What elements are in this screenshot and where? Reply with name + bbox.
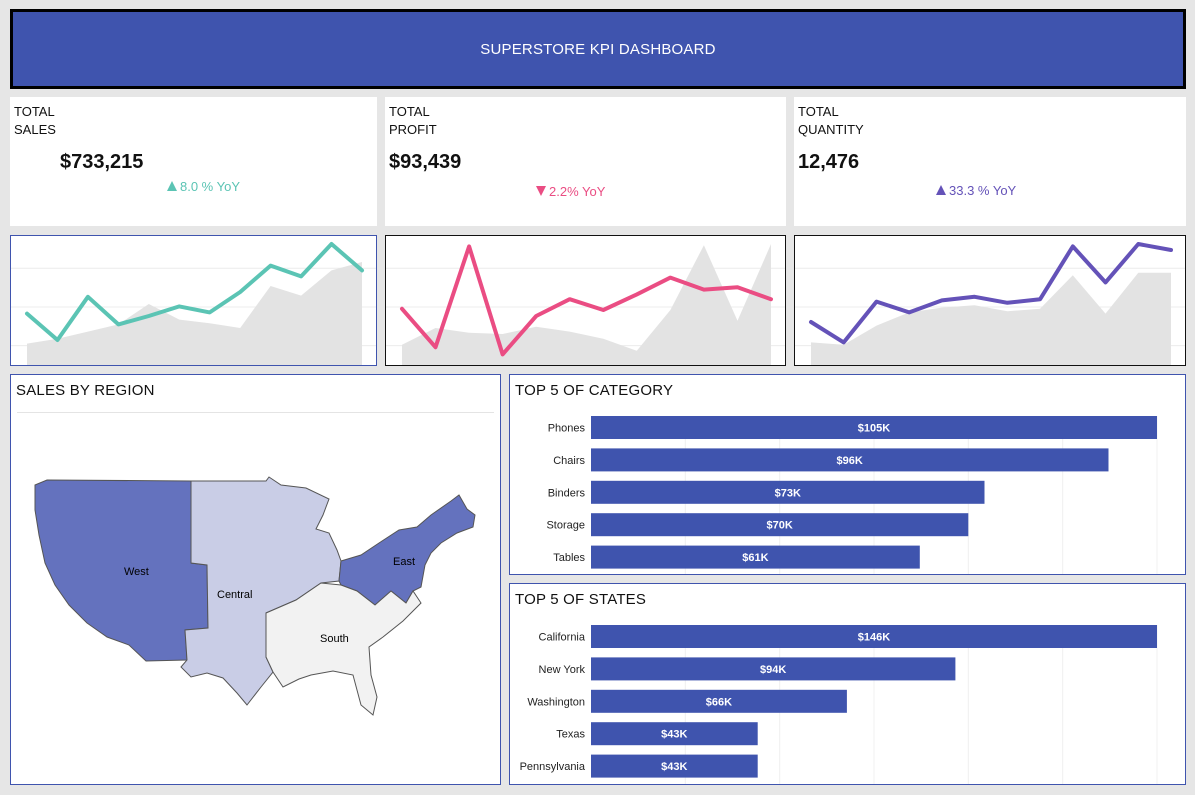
region-label-central: Central bbox=[217, 589, 252, 601]
divider bbox=[17, 412, 494, 413]
kpi-value: $733,215 bbox=[60, 151, 144, 173]
kpi-label: TOTAL PROFIT bbox=[389, 104, 437, 137]
kpi-card-sales[interactable]: TOTAL SALES $733,215 8.0 % YoY bbox=[10, 97, 377, 226]
bar-value-label: $61K bbox=[742, 552, 768, 564]
us-region-map[interactable]: West Central East South bbox=[11, 375, 500, 784]
quantity-sparkline-chart bbox=[795, 242, 1185, 365]
bar-value-label: $96K bbox=[837, 455, 863, 467]
bar-category-label: Pennsylvania bbox=[520, 761, 586, 773]
panel-title: TOP 5 OF CATEGORY bbox=[515, 382, 674, 399]
kpi-card-quantity[interactable]: TOTAL QUANTITY 12,476 33.3 % YoY bbox=[794, 97, 1186, 226]
bar-category-label: Washington bbox=[527, 696, 585, 708]
profit-sparkline[interactable] bbox=[385, 235, 786, 366]
kpi-label: TOTAL QUANTITY bbox=[798, 104, 864, 137]
region-label-south: South bbox=[320, 633, 349, 645]
bar[interactable] bbox=[591, 480, 985, 504]
triangle-down-icon bbox=[536, 186, 546, 196]
top5-category-chart: Phones $105K Chairs $96K Binders $73K Storage $… bbox=[546, 416, 1158, 574]
kpi-yoy: 2.2% YoY bbox=[536, 184, 605, 199]
bar-value-label: $105K bbox=[858, 423, 890, 435]
bar[interactable] bbox=[591, 448, 1109, 472]
top5-category-panel: TOP 5 OF CATEGORY Phones $105K Chairs $96K B… bbox=[509, 374, 1186, 575]
region-label-east: East bbox=[393, 556, 415, 568]
bar[interactable] bbox=[591, 416, 1157, 439]
kpi-value: $93,439 bbox=[389, 151, 462, 173]
bar[interactable] bbox=[591, 513, 969, 537]
bar[interactable] bbox=[591, 689, 847, 713]
bar-value-label: $94K bbox=[760, 664, 786, 676]
region-west[interactable] bbox=[34, 479, 209, 662]
triangle-up-icon bbox=[936, 185, 946, 195]
triangle-up-icon bbox=[167, 181, 177, 191]
bar-category-label: Tables bbox=[553, 552, 585, 564]
bar-value-label: $70K bbox=[767, 520, 793, 532]
sales-by-region-panel: SALES BY REGION West Central East South bbox=[10, 374, 501, 785]
kpi-label: TOTAL SALES bbox=[14, 104, 56, 137]
bar-value-label: $66K bbox=[706, 696, 732, 708]
sales-sparkline[interactable] bbox=[10, 235, 377, 366]
profit-sparkline-chart bbox=[386, 244, 785, 365]
panel-title: SALES BY REGION bbox=[16, 382, 155, 399]
region-label-west: West bbox=[124, 566, 149, 578]
bar-category-label: Storage bbox=[546, 520, 585, 532]
bar-category-label: New York bbox=[539, 664, 586, 676]
top5-states-panel: TOP 5 OF STATES California $146K New York $… bbox=[509, 583, 1186, 785]
region-south[interactable] bbox=[265, 582, 422, 716]
kpi-yoy: 8.0 % YoY bbox=[167, 179, 240, 194]
top5-states-chart: California $146K New York $94K Washington $66… bbox=[520, 625, 1158, 784]
bar[interactable] bbox=[591, 625, 1157, 648]
kpi-value: 12,476 bbox=[798, 151, 860, 173]
quantity-sparkline[interactable] bbox=[794, 235, 1186, 366]
bar-category-label: Texas bbox=[556, 729, 585, 741]
bar[interactable] bbox=[591, 722, 758, 746]
dashboard-title: SUPERSTORE KPI DASHBOARD bbox=[480, 40, 716, 58]
quantity-line bbox=[809, 242, 1173, 345]
sales-sparkline-chart bbox=[11, 242, 376, 365]
bar-category-label: Chairs bbox=[553, 455, 585, 467]
bar-value-label: $43K bbox=[661, 761, 687, 773]
bar-value-label: $43K bbox=[661, 729, 687, 741]
bar-category-label: Binders bbox=[548, 487, 586, 499]
dashboard-header: SUPERSTORE KPI DASHBOARD bbox=[10, 9, 1186, 89]
bar-category-label: California bbox=[539, 632, 586, 644]
bar[interactable] bbox=[591, 754, 758, 778]
kpi-card-profit[interactable]: TOTAL PROFIT $93,439 2.2% YoY bbox=[385, 97, 786, 226]
bar-value-label: $73K bbox=[775, 487, 801, 499]
profit-line bbox=[400, 244, 773, 357]
kpi-yoy: 33.3 % YoY bbox=[936, 183, 1016, 198]
bar[interactable] bbox=[591, 545, 920, 569]
sales-area bbox=[27, 262, 362, 365]
bar-value-label: $146K bbox=[858, 632, 890, 644]
region-east[interactable] bbox=[338, 494, 476, 606]
bar-category-label: Phones bbox=[548, 423, 586, 435]
sales-line bbox=[25, 242, 364, 342]
profit-area bbox=[402, 244, 771, 365]
panel-title: TOP 5 OF STATES bbox=[515, 591, 647, 608]
quantity-area bbox=[811, 272, 1171, 365]
bar[interactable] bbox=[591, 657, 956, 681]
